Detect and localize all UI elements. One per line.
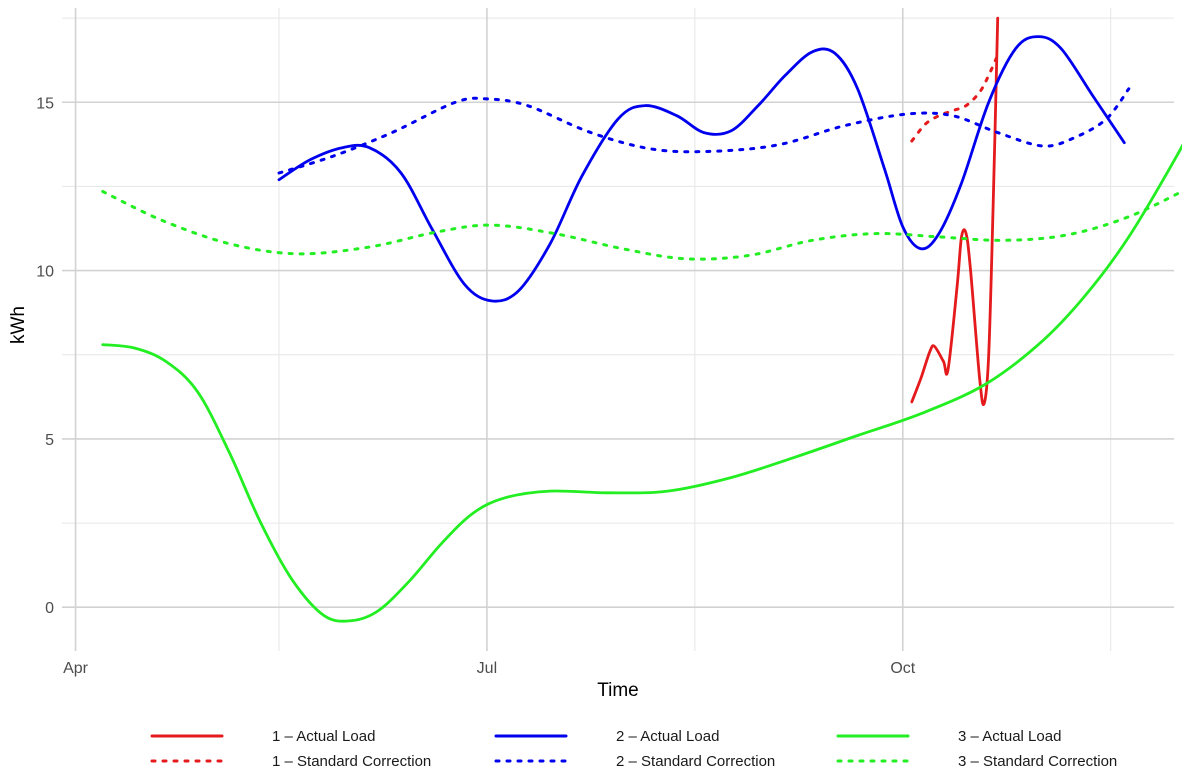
legend-label-3: 2 – Actual Load xyxy=(616,728,719,745)
major-gridlines xyxy=(62,8,1174,651)
minor-gridlines xyxy=(62,8,1174,651)
x-axis-tick-labels: Apr Jul Oct xyxy=(63,660,916,677)
series-line-4 xyxy=(277,87,1131,175)
y-tick-label: 10 xyxy=(36,264,54,281)
legend-label-6: 3 – Standard Correction xyxy=(958,753,1117,770)
series-line-3 xyxy=(277,35,1126,303)
series-line-1 xyxy=(910,16,1000,406)
y-axis-tick-labels: 0 5 10 15 xyxy=(36,95,54,617)
y-axis-title: kWh xyxy=(8,306,29,344)
x-tick-label: Oct xyxy=(890,660,915,677)
series-line-6 xyxy=(101,189,1182,261)
legend-label-5: 3 – Actual Load xyxy=(958,728,1061,745)
series-layer xyxy=(101,16,1182,623)
legend-label-2: 1 – Standard Correction xyxy=(272,753,431,770)
legend-label-4: 2 – Standard Correction xyxy=(616,753,775,770)
series-line-5 xyxy=(101,143,1182,623)
x-tick-label: Jul xyxy=(477,660,497,677)
legend-label-1: 1 – Actual Load xyxy=(272,728,375,745)
y-tick-label: 5 xyxy=(45,432,54,449)
x-tick-label: Apr xyxy=(63,660,89,677)
x-axis-title: Time xyxy=(597,680,639,701)
y-tick-label: 15 xyxy=(36,95,54,112)
legend: 1 – Actual Load 1 – Standard Correction 2 … xyxy=(150,728,1117,770)
y-tick-label: 0 xyxy=(45,600,54,617)
series-line-2 xyxy=(910,53,1000,143)
